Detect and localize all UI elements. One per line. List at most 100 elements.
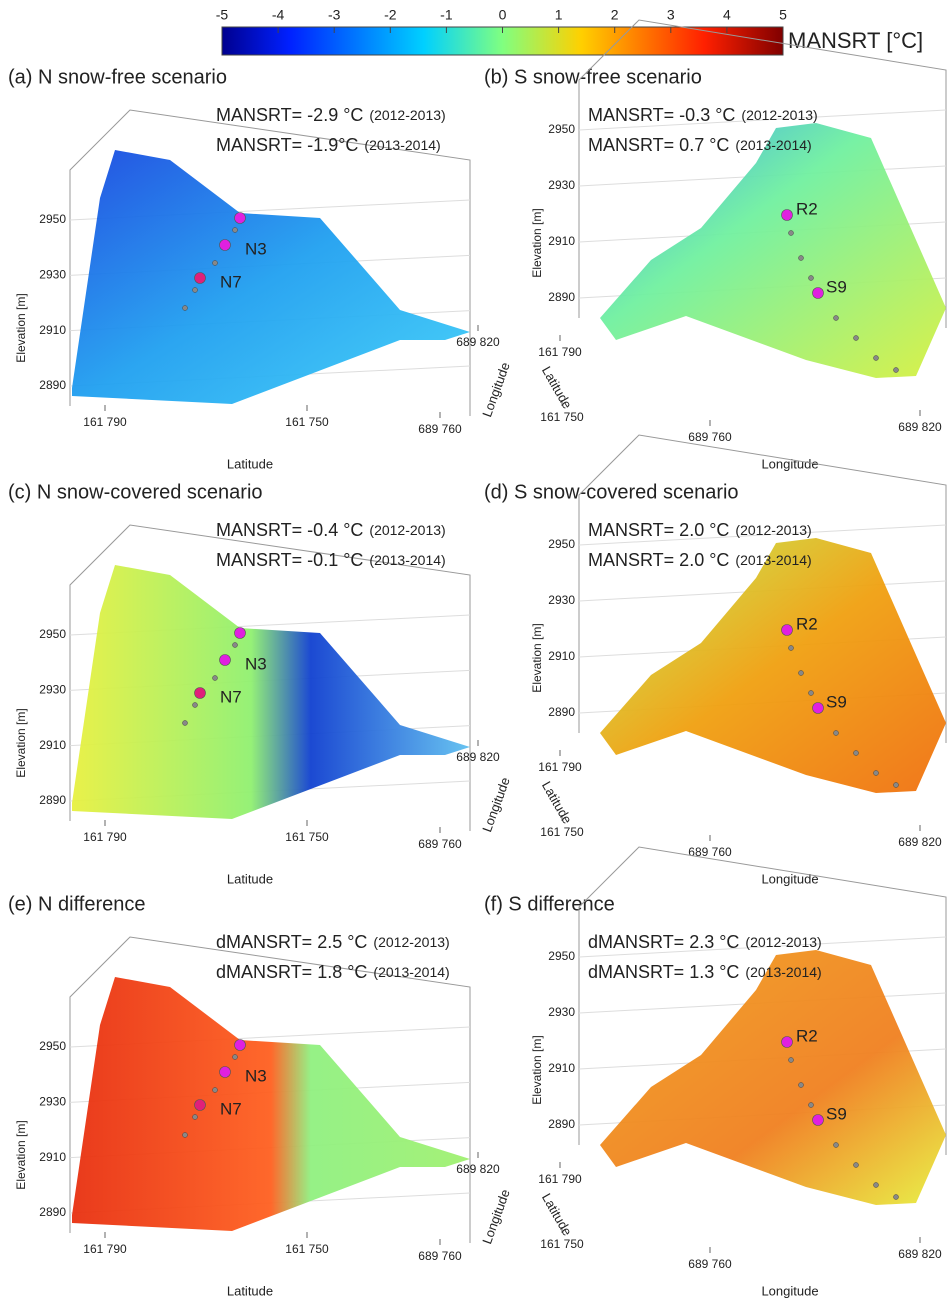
z-tick-label: 2910 bbox=[39, 1150, 66, 1164]
borehole-dot bbox=[893, 367, 899, 373]
x-tick-label: 161 790 bbox=[83, 830, 127, 844]
annotation-value: MANSRT= -0.3 °C bbox=[588, 105, 735, 125]
sensor-point bbox=[219, 654, 231, 666]
borehole-dot bbox=[212, 675, 218, 681]
panel: (f) S difference 2890 2910 2930 2950 Elevatio… bbox=[484, 846, 947, 1298]
terrain-surface bbox=[72, 150, 470, 404]
annotation-period: (2012-2013) bbox=[373, 934, 449, 950]
borehole-dot bbox=[182, 305, 188, 311]
annotation-value: MANSRT= -0.1 °C bbox=[216, 550, 363, 570]
z-axis-label: Elevation [m] bbox=[530, 623, 544, 692]
z-axis-label: Elevation [m] bbox=[530, 208, 544, 277]
axes-box bbox=[578, 19, 947, 328]
sensor-point bbox=[812, 702, 824, 714]
z-axis-label: Elevation [m] bbox=[530, 1035, 544, 1104]
annotation-period: (2013-2014) bbox=[364, 137, 440, 153]
y-tick-label: 689 760 bbox=[688, 430, 732, 444]
sensor-point bbox=[812, 287, 824, 299]
point-label: S9 bbox=[826, 1104, 847, 1123]
x-tick-label: 161 790 bbox=[538, 760, 582, 774]
borehole-dot bbox=[853, 1162, 859, 1168]
colorbar-tick-label: 0 bbox=[499, 7, 507, 23]
z-axis-label: Elevation [m] bbox=[14, 293, 28, 362]
borehole-dot bbox=[798, 1082, 804, 1088]
borehole-dot bbox=[232, 1054, 238, 1060]
colorbar-tick-label: -3 bbox=[328, 7, 341, 23]
annotation-value: dMANSRT= 1.8 °C bbox=[216, 962, 367, 982]
x-tick-label: 161 790 bbox=[83, 1242, 127, 1256]
annotation: MANSRT= 2.0 °C (2012-2013) bbox=[588, 520, 812, 540]
colorbar-tick-label: -5 bbox=[216, 7, 229, 23]
terrain-surface bbox=[600, 123, 946, 378]
y-axis-label: Longitude bbox=[479, 1187, 513, 1246]
borehole-dot bbox=[798, 255, 804, 261]
z-tick-label: 2890 bbox=[39, 378, 66, 392]
x-tick-label: 161 750 bbox=[285, 1242, 329, 1256]
borehole-dot bbox=[853, 750, 859, 756]
y-tick-label: 689 760 bbox=[418, 422, 462, 436]
x-tick-label: 161 790 bbox=[83, 415, 127, 429]
borehole-dot bbox=[893, 1194, 899, 1200]
sensor-point bbox=[234, 212, 246, 224]
colorbar-tick-label: 2 bbox=[611, 7, 619, 23]
panel-title: (c) N snow-covered scenario bbox=[8, 481, 263, 503]
colorbar-tick-label: 3 bbox=[667, 7, 675, 23]
borehole-dot bbox=[833, 315, 839, 321]
x-tick-label: 161 790 bbox=[538, 1172, 582, 1186]
y-tick-label: 689 760 bbox=[688, 845, 732, 859]
panel: (e) N difference 2890 2910 2930 2950 Elevatio… bbox=[8, 893, 513, 1298]
annotation-value: dMANSRT= 1.3 °C bbox=[588, 962, 739, 982]
x-axis-label: Latitude bbox=[539, 1191, 575, 1239]
borehole-dot bbox=[853, 335, 859, 341]
annotation: dMANSRT= 1.3 °C (2013-2014) bbox=[588, 962, 822, 982]
y-tick-label: 689 760 bbox=[418, 837, 462, 851]
colorbar-tick-label: -4 bbox=[272, 7, 285, 23]
colorbar-tick-label: 4 bbox=[723, 7, 731, 23]
z-tick-label: 2910 bbox=[548, 649, 575, 663]
borehole-dot bbox=[873, 355, 879, 361]
grid-line bbox=[578, 936, 947, 958]
annotation-period: (2013-2014) bbox=[735, 137, 811, 153]
x-axis-label: Latitude bbox=[227, 456, 273, 471]
annotation-period: (2013-2014) bbox=[745, 964, 821, 980]
annotation-period: (2012-2013) bbox=[369, 522, 445, 538]
borehole-dot bbox=[232, 642, 238, 648]
sensor-point bbox=[234, 1039, 246, 1051]
annotation: MANSRT= -2.9 °C (2012-2013) bbox=[216, 105, 446, 125]
panel: (b) S snow-free scenario 2890 2910 2930 2950… bbox=[484, 19, 947, 471]
z-tick-label: 2910 bbox=[39, 738, 66, 752]
borehole-dot bbox=[808, 1102, 814, 1108]
z-tick-label: 2950 bbox=[548, 122, 575, 136]
sensor-point bbox=[234, 627, 246, 639]
annotation-period: (2013-2014) bbox=[735, 552, 811, 568]
z-tick-label: 2950 bbox=[39, 212, 66, 226]
point-label: N3 bbox=[245, 1066, 267, 1085]
z-tick-label: 2950 bbox=[39, 627, 66, 641]
z-tick-label: 2930 bbox=[39, 268, 66, 282]
annotation-value: MANSRT= 2.0 °C bbox=[588, 520, 729, 540]
annotation: dMANSRT= 2.3 °C (2012-2013) bbox=[588, 932, 822, 952]
annotation: MANSRT= 0.7 °C (2013-2014) bbox=[588, 135, 812, 155]
annotation-period: (2012-2013) bbox=[369, 107, 445, 123]
axes-box bbox=[69, 109, 471, 416]
colorbar-tick-label: 5 bbox=[779, 7, 787, 23]
panel-title: (e) N difference bbox=[8, 893, 145, 915]
z-axis-label: Elevation [m] bbox=[14, 708, 28, 777]
borehole-dot bbox=[232, 227, 238, 233]
y-tick-label: 689 820 bbox=[456, 750, 500, 764]
borehole-dot bbox=[212, 1087, 218, 1093]
z-tick-label: 2890 bbox=[39, 1205, 66, 1219]
annotation-value: MANSRT= 0.7 °C bbox=[588, 135, 729, 155]
sensor-point bbox=[219, 239, 231, 251]
colorbar-tick-label: 1 bbox=[555, 7, 563, 23]
y-axis-label: Longitude bbox=[761, 1283, 818, 1298]
sensor-point bbox=[194, 1099, 206, 1111]
grid-line bbox=[578, 109, 947, 131]
x-tick-label: 161 750 bbox=[285, 830, 329, 844]
sensor-point bbox=[812, 1114, 824, 1126]
z-tick-label: 2890 bbox=[548, 290, 575, 304]
terrain-surface bbox=[72, 977, 470, 1231]
point-label: N7 bbox=[220, 687, 242, 706]
borehole-dot bbox=[182, 1132, 188, 1138]
axes-box bbox=[578, 846, 947, 1155]
